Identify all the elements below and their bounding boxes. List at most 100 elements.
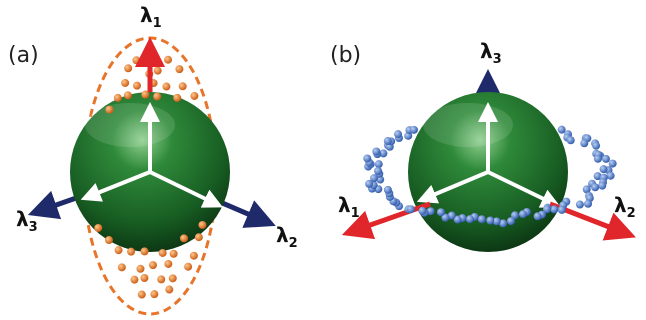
particle: [149, 261, 157, 269]
particle: [384, 137, 392, 145]
axis-label: λ3: [480, 39, 502, 67]
particle: [114, 94, 122, 102]
particle: [519, 210, 527, 218]
particle: [591, 183, 599, 191]
axis-label: λ2: [614, 193, 636, 221]
particle: [534, 212, 542, 220]
particle: [198, 221, 206, 229]
particle: [124, 64, 132, 72]
page: (a) λ1 λ2 λ3 (b) λ1 λ2 λ3 (() => { const…: [0, 0, 646, 320]
particle: [486, 216, 494, 224]
subscript: 1: [153, 16, 162, 31]
subscript: 2: [289, 236, 298, 251]
particle: [162, 83, 170, 91]
subscript: 2: [627, 206, 636, 221]
particle: [363, 154, 371, 162]
particle: [607, 172, 615, 180]
particle: [154, 67, 162, 75]
particle: [165, 286, 173, 294]
particle: [164, 56, 172, 64]
symbol: λ: [16, 207, 29, 231]
particle: [130, 276, 138, 284]
symbol: λ: [480, 39, 493, 63]
particle: [169, 274, 177, 282]
particle: [150, 290, 158, 298]
particle: [372, 147, 380, 155]
particle: [173, 94, 181, 102]
subscript: 1: [351, 206, 360, 221]
arrow: [356, 204, 430, 230]
particle: [118, 263, 126, 271]
particle: [418, 207, 426, 215]
axis-label: λ2: [276, 223, 298, 251]
particle: [164, 260, 172, 268]
figure: (a) λ1 λ2 λ3 (b) λ1 λ2 λ3: [0, 0, 646, 320]
panel-label: (a): [8, 43, 39, 68]
particle: [190, 252, 198, 260]
particle: [127, 248, 135, 256]
particle: [507, 217, 515, 225]
particle: [133, 82, 141, 90]
particle: [567, 136, 575, 144]
particle: [94, 224, 102, 232]
particle: [407, 205, 415, 213]
particle: [132, 56, 140, 64]
particle: [558, 206, 566, 214]
particle: [179, 82, 187, 90]
particle: [478, 215, 486, 223]
particle: [175, 65, 183, 73]
particle: [576, 201, 584, 209]
particle: [384, 186, 392, 194]
particle: [370, 174, 378, 182]
particle: [375, 160, 383, 168]
symbol: λ: [140, 3, 153, 27]
particle: [594, 155, 602, 163]
panel-b-arrows: [356, 84, 622, 252]
subscript: 3: [493, 52, 502, 67]
particle: [602, 155, 610, 163]
axis-label: λ1: [338, 193, 360, 221]
particle: [141, 91, 149, 99]
particle: [466, 215, 474, 223]
particle: [609, 160, 617, 168]
particle: [151, 53, 159, 61]
panel-a-arrows: [42, 52, 262, 252]
particle: [105, 236, 113, 244]
highlight: [85, 103, 175, 147]
particle: [121, 79, 129, 87]
axis-label: λ1: [140, 3, 162, 31]
symbol: λ: [276, 223, 289, 247]
subscript: 3: [29, 220, 38, 235]
particle: [598, 182, 606, 190]
panel-label: (b): [330, 43, 361, 68]
particle: [159, 249, 167, 257]
particle: [180, 234, 188, 242]
symbol: λ: [338, 193, 351, 217]
particle: [195, 233, 203, 241]
particle: [437, 208, 445, 216]
particle: [374, 167, 382, 175]
particle: [600, 165, 608, 173]
symbol: λ: [614, 193, 627, 217]
particle: [190, 92, 198, 100]
particle: [115, 246, 123, 254]
axis-label: λ3: [16, 207, 38, 235]
particle: [141, 247, 149, 255]
particle: [157, 275, 165, 283]
highlight: [423, 103, 513, 147]
particle: [170, 250, 178, 258]
particle: [124, 91, 132, 99]
particle: [580, 139, 588, 147]
particle: [140, 274, 148, 282]
particle: [394, 130, 402, 138]
particle: [592, 142, 600, 150]
particle: [558, 126, 566, 134]
particle: [136, 265, 144, 273]
particle: [184, 263, 192, 271]
particle: [584, 200, 592, 208]
particle: [138, 291, 146, 299]
particle: [550, 205, 558, 213]
particle: [105, 106, 113, 114]
particle: [153, 92, 161, 100]
particle: [410, 126, 418, 134]
